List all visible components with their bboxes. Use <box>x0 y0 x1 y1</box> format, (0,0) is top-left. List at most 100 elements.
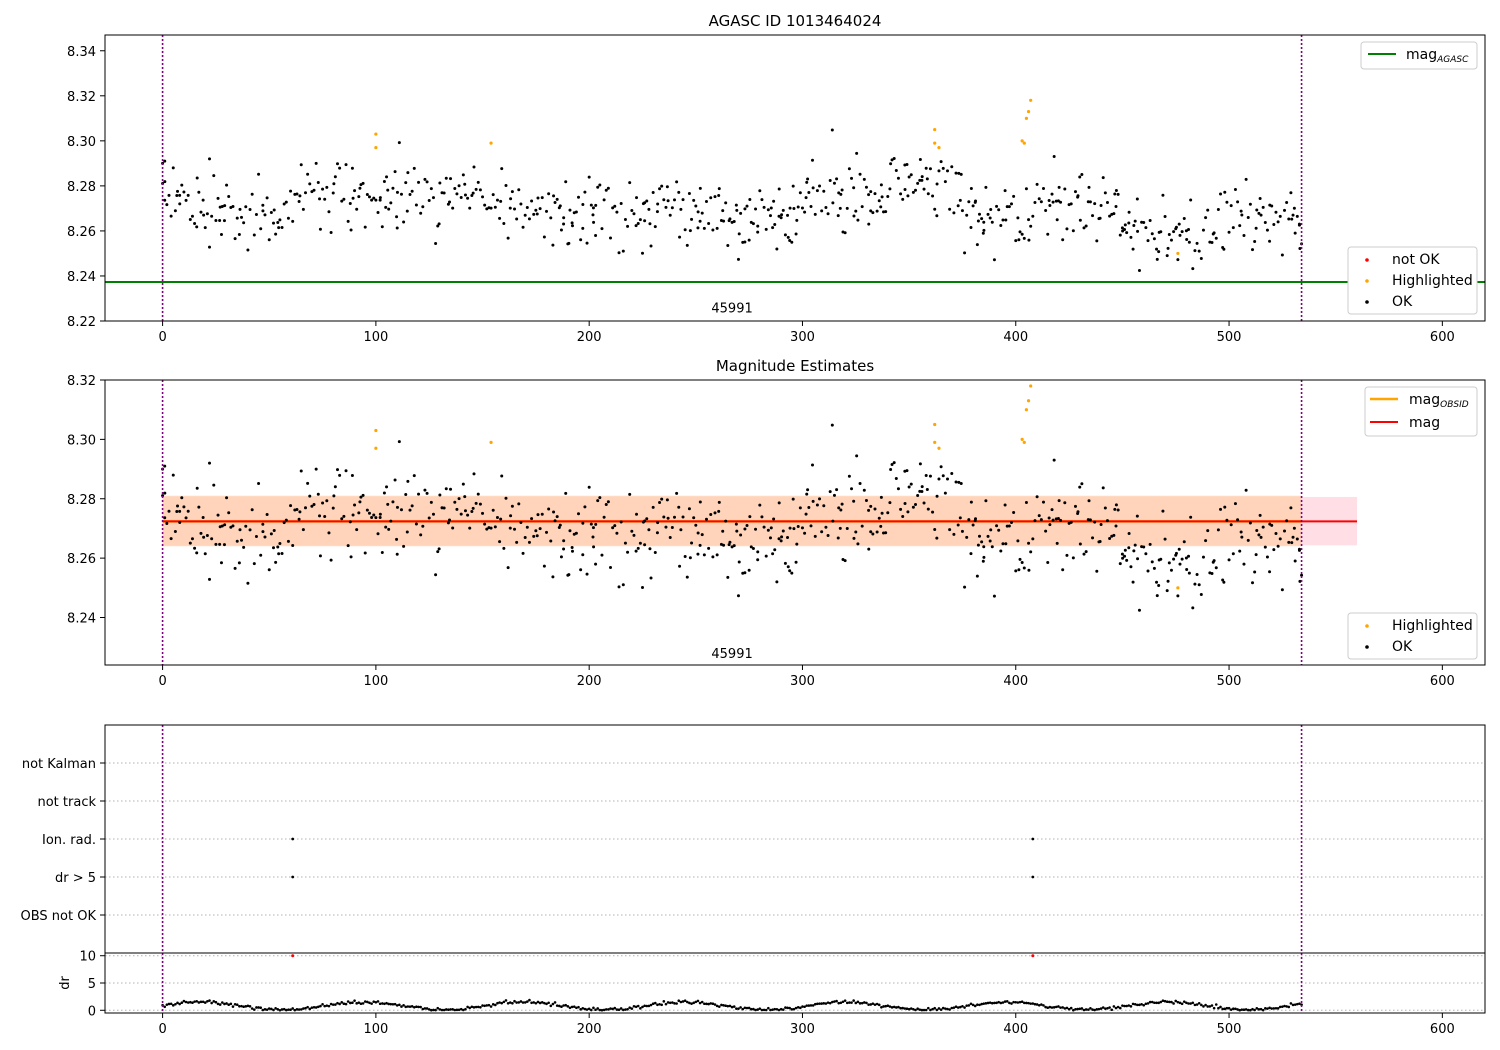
ok-point <box>1280 253 1284 257</box>
ok-point <box>414 522 418 526</box>
ok-point <box>425 180 429 184</box>
ok-point <box>1088 200 1092 204</box>
ok-point <box>922 501 926 505</box>
ok-point <box>1059 518 1063 522</box>
dr-point <box>562 1004 565 1007</box>
dr-point <box>483 1004 486 1008</box>
dr-point <box>752 1007 755 1011</box>
ok-point <box>869 530 873 534</box>
ok-point <box>542 564 546 568</box>
ok-point <box>1283 208 1287 212</box>
dr-point <box>831 1000 834 1004</box>
dr-point <box>1227 1006 1231 1010</box>
ok-point <box>920 175 924 179</box>
ok-point <box>630 529 634 533</box>
ok-point <box>327 210 331 214</box>
highlighted-point <box>374 428 378 433</box>
ok-point <box>862 488 866 492</box>
ok-point <box>811 499 815 503</box>
ok-point <box>638 218 642 222</box>
ok-point <box>696 552 700 556</box>
ok-point <box>310 190 314 194</box>
ok-point <box>1248 521 1252 525</box>
ok-point <box>1177 222 1181 226</box>
dr-point <box>195 999 199 1003</box>
ok-point <box>263 535 267 539</box>
ok-point <box>233 237 237 241</box>
ok-point <box>803 210 807 214</box>
ok-point <box>698 500 702 504</box>
ok-point <box>685 243 689 247</box>
highlighted-point <box>1024 116 1029 120</box>
ok-point <box>735 208 739 212</box>
ok-point <box>781 208 785 212</box>
ok-point <box>666 516 670 520</box>
dr-point <box>799 1006 802 1010</box>
ok-point <box>534 529 538 533</box>
ok-point <box>871 532 875 536</box>
ok-point <box>527 217 531 221</box>
ok-point <box>1144 552 1148 556</box>
ok-point <box>1222 580 1226 584</box>
ok-point <box>1048 204 1052 208</box>
ok-point <box>190 214 194 218</box>
ok-point <box>329 230 333 234</box>
ok-point <box>840 188 844 192</box>
dr-point <box>963 1006 966 1009</box>
dr-point <box>1236 1008 1239 1011</box>
dr-point <box>922 1008 926 1012</box>
legend-label-highlighted: Highlighted <box>1392 618 1473 634</box>
ok-point <box>732 219 736 223</box>
ok-point <box>254 213 258 217</box>
ok-point <box>585 241 589 245</box>
ok-point <box>272 529 276 533</box>
dr-point <box>1104 1007 1107 1010</box>
ok-point <box>510 504 514 508</box>
ok-point <box>523 535 527 539</box>
ok-point <box>468 206 472 210</box>
ok-point <box>1069 520 1073 524</box>
ok-point <box>1240 535 1244 539</box>
dr-point <box>206 1000 209 1003</box>
ok-point <box>169 214 173 218</box>
dr-point <box>939 1008 943 1011</box>
ok-point <box>662 515 666 519</box>
dr-outlier-point <box>1031 954 1035 958</box>
ok-point <box>532 212 536 216</box>
ok-point <box>969 552 973 556</box>
dr-point <box>1027 1001 1030 1005</box>
dr-point <box>604 1008 608 1011</box>
ok-point <box>1210 241 1214 245</box>
dr-point <box>1187 1002 1190 1005</box>
ok-point <box>380 225 384 229</box>
ok-point <box>855 454 859 458</box>
ok-point <box>645 517 649 521</box>
ok-point <box>604 188 608 192</box>
y-tick-label: 8.28 <box>67 180 96 195</box>
dr-point <box>376 1000 380 1003</box>
ok-point <box>1292 206 1296 210</box>
ok-point <box>906 510 910 514</box>
dr-point <box>869 1003 873 1006</box>
ok-point <box>722 219 726 223</box>
ok-point <box>325 499 329 503</box>
ok-point <box>1261 205 1265 209</box>
dr-point <box>730 1005 734 1009</box>
ok-point <box>1185 567 1189 571</box>
dr-point <box>1127 1004 1131 1007</box>
dr-point <box>308 1007 312 1011</box>
ok-point <box>935 494 939 498</box>
ok-point <box>365 192 369 196</box>
ok-point <box>178 202 182 206</box>
ok-point <box>822 504 826 508</box>
ok-point <box>167 509 171 513</box>
dr-point <box>688 1001 691 1005</box>
ok-point <box>1253 570 1257 574</box>
ok-point <box>623 541 627 545</box>
dr-point <box>1212 1006 1216 1010</box>
ok-point <box>1265 228 1269 232</box>
dr-point <box>361 1002 365 1005</box>
ok-point <box>449 177 453 181</box>
ok-point <box>869 504 873 508</box>
plot-frame <box>104 34 1486 322</box>
